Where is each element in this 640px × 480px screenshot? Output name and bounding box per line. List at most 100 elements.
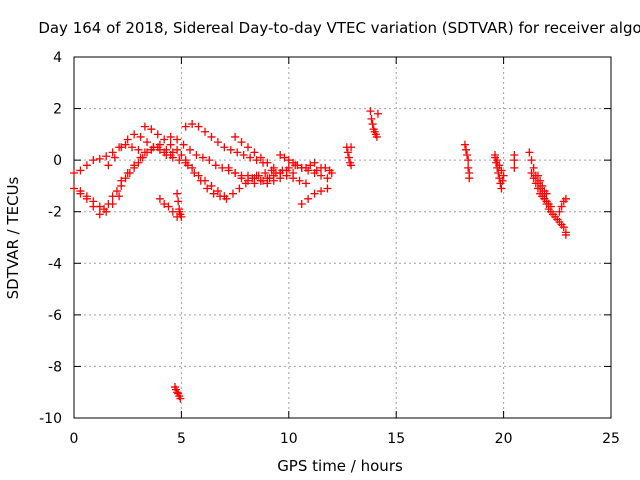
data-point bbox=[497, 166, 506, 175]
data-point bbox=[463, 150, 472, 159]
data-point bbox=[533, 171, 542, 180]
series-arc-11 bbox=[181, 120, 268, 167]
data-point bbox=[293, 161, 302, 170]
data-point bbox=[188, 163, 197, 172]
y-axis-title: SDTVAR / TECUs bbox=[4, 176, 22, 299]
data-point bbox=[147, 125, 156, 134]
data-point bbox=[177, 212, 186, 221]
data-point bbox=[231, 132, 240, 141]
y-tick-label: 4 bbox=[53, 50, 62, 66]
series-arc-29 bbox=[555, 194, 570, 239]
data-point bbox=[546, 202, 555, 211]
data-point bbox=[164, 202, 173, 211]
series-arc-19 bbox=[312, 163, 336, 178]
data-point bbox=[121, 174, 130, 183]
data-point bbox=[531, 179, 540, 188]
data-point bbox=[498, 176, 507, 185]
x-tick-label: 20 bbox=[495, 431, 513, 447]
data-point bbox=[368, 120, 377, 129]
data-point bbox=[95, 202, 104, 211]
data-point bbox=[239, 150, 248, 159]
data-point bbox=[155, 194, 164, 203]
series-arc-14 bbox=[231, 132, 310, 188]
data-point bbox=[460, 140, 469, 149]
data-point bbox=[211, 161, 220, 170]
data-point bbox=[183, 161, 192, 170]
data-point bbox=[136, 132, 145, 141]
data-point bbox=[312, 166, 321, 175]
y-tick-label: -2 bbox=[48, 205, 62, 221]
data-point bbox=[510, 163, 519, 172]
data-point bbox=[372, 132, 381, 141]
data-point bbox=[250, 148, 259, 157]
data-point bbox=[533, 184, 542, 193]
data-point bbox=[121, 140, 130, 149]
data-point bbox=[321, 163, 330, 172]
data-point bbox=[194, 171, 203, 180]
data-point bbox=[347, 143, 356, 152]
x-tick-label: 5 bbox=[177, 431, 186, 447]
data-point bbox=[108, 148, 117, 157]
data-point bbox=[95, 210, 104, 219]
data-point bbox=[561, 230, 570, 239]
data-point bbox=[495, 161, 504, 170]
data-point bbox=[207, 181, 216, 190]
data-point bbox=[162, 150, 171, 159]
data-point bbox=[190, 169, 199, 178]
data-point bbox=[136, 153, 145, 162]
data-point bbox=[123, 135, 132, 144]
y-tick-label: -6 bbox=[48, 308, 62, 324]
y-tick-label: -8 bbox=[48, 359, 62, 375]
data-point bbox=[209, 189, 218, 198]
data-point bbox=[117, 176, 126, 185]
data-point bbox=[181, 122, 190, 131]
series-arc-06 bbox=[117, 140, 164, 185]
data-point bbox=[89, 156, 98, 165]
data-point bbox=[317, 171, 326, 180]
data-point bbox=[252, 156, 261, 165]
data-point bbox=[529, 174, 538, 183]
data-point bbox=[297, 199, 306, 208]
data-points bbox=[70, 107, 570, 403]
data-point bbox=[289, 174, 298, 183]
data-point bbox=[304, 194, 313, 203]
series-arc-03 bbox=[76, 187, 124, 216]
data-point bbox=[280, 153, 289, 162]
data-point bbox=[559, 223, 568, 232]
data-point bbox=[235, 184, 244, 193]
y-tick-label: -10 bbox=[39, 411, 62, 427]
data-point bbox=[160, 199, 169, 208]
data-point bbox=[213, 187, 222, 196]
data-point bbox=[143, 138, 152, 147]
data-point bbox=[226, 145, 235, 154]
x-tick-label: 10 bbox=[280, 431, 298, 447]
data-point bbox=[343, 148, 352, 157]
data-point bbox=[70, 184, 78, 193]
data-point bbox=[104, 161, 113, 170]
series-arc-21 bbox=[366, 107, 382, 141]
data-point bbox=[284, 156, 293, 165]
data-point bbox=[115, 192, 124, 201]
data-point bbox=[259, 176, 268, 185]
chart-title: Day 164 of 2018, Sidereal Day-to-day VTE… bbox=[38, 19, 640, 37]
series-arc-08 bbox=[173, 189, 186, 221]
data-point bbox=[276, 150, 285, 159]
data-point bbox=[130, 130, 139, 139]
series-arc-18 bbox=[297, 184, 332, 208]
data-point bbox=[301, 179, 310, 188]
axis-ticks: 0 5 10 15 20 25 -10 -8 -6 -4 -2 0 2 4 bbox=[39, 50, 620, 447]
data-point bbox=[70, 169, 78, 178]
data-point bbox=[76, 187, 85, 196]
data-point bbox=[168, 153, 177, 162]
data-point bbox=[271, 169, 280, 178]
data-point bbox=[284, 163, 293, 172]
data-point bbox=[243, 143, 252, 152]
data-point bbox=[366, 107, 375, 116]
data-point bbox=[252, 171, 261, 180]
data-point bbox=[233, 148, 242, 157]
data-point bbox=[301, 163, 310, 172]
data-point bbox=[194, 122, 203, 131]
data-point bbox=[555, 207, 564, 216]
